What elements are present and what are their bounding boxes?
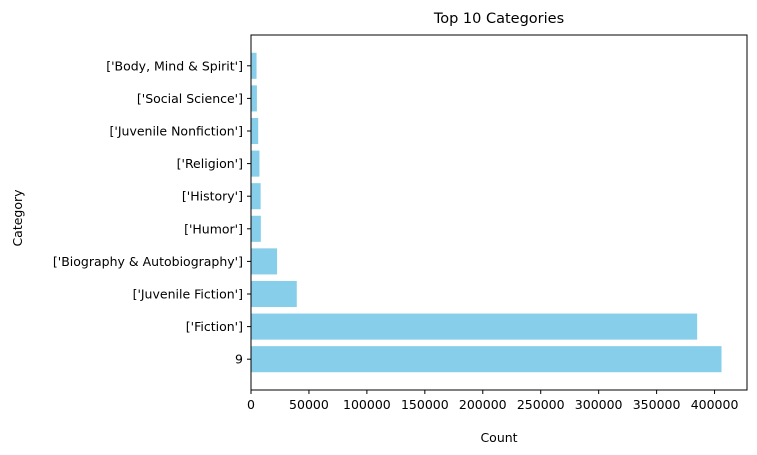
bar-9 bbox=[251, 346, 722, 373]
y-tick-label: 9 bbox=[235, 352, 243, 367]
y-tick-label: ['Biography & Autobiography'] bbox=[53, 254, 243, 269]
x-tick-label: 0 bbox=[247, 397, 255, 412]
y-axis: 9 ['Fiction'] ['Juvenile Fiction'] ['Biogra… bbox=[53, 58, 251, 367]
x-tick-label: 350000 bbox=[633, 397, 681, 412]
bar-history bbox=[251, 183, 261, 210]
bar-religion bbox=[251, 150, 260, 177]
y-axis-label: Category bbox=[10, 189, 25, 247]
y-tick-label: ['Fiction'] bbox=[186, 319, 243, 334]
x-tick-label: 150000 bbox=[401, 397, 449, 412]
bar-body-mind-spirit bbox=[251, 52, 257, 79]
x-axis-label: Count bbox=[480, 430, 517, 445]
y-tick-label: ['Body, Mind & Spirit'] bbox=[106, 58, 243, 73]
x-tick-label: 200000 bbox=[459, 397, 507, 412]
bar-biography-autobiography bbox=[251, 248, 278, 275]
y-tick-label: ['Religion'] bbox=[177, 156, 243, 171]
y-tick-label: ['History'] bbox=[182, 189, 243, 204]
x-tick-label: 300000 bbox=[575, 397, 623, 412]
bar-humor bbox=[251, 215, 261, 242]
y-tick-label: ['Juvenile Nonfiction'] bbox=[110, 124, 243, 139]
bar-juvenile-nonfiction bbox=[251, 117, 259, 145]
x-tick-label: 400000 bbox=[691, 397, 739, 412]
y-tick-label: ['Humor'] bbox=[184, 221, 243, 236]
chart-title: Top 10 Categories bbox=[433, 11, 564, 27]
plot-area-frame bbox=[250, 34, 748, 391]
bar-social-science bbox=[251, 85, 257, 112]
x-tick-label: 100000 bbox=[343, 397, 391, 412]
bar-fiction bbox=[251, 313, 698, 340]
bar-juvenile-fiction bbox=[251, 280, 297, 308]
bars-layer bbox=[251, 52, 722, 373]
y-tick-label: ['Social Science'] bbox=[137, 91, 243, 106]
x-tick-label: 250000 bbox=[517, 397, 565, 412]
y-tick-label: ['Juvenile Fiction'] bbox=[133, 286, 243, 301]
x-tick-label: 50000 bbox=[289, 397, 329, 412]
x-axis: 0 50000 100000 150000 200000 250000 300000 3500… bbox=[247, 390, 738, 412]
